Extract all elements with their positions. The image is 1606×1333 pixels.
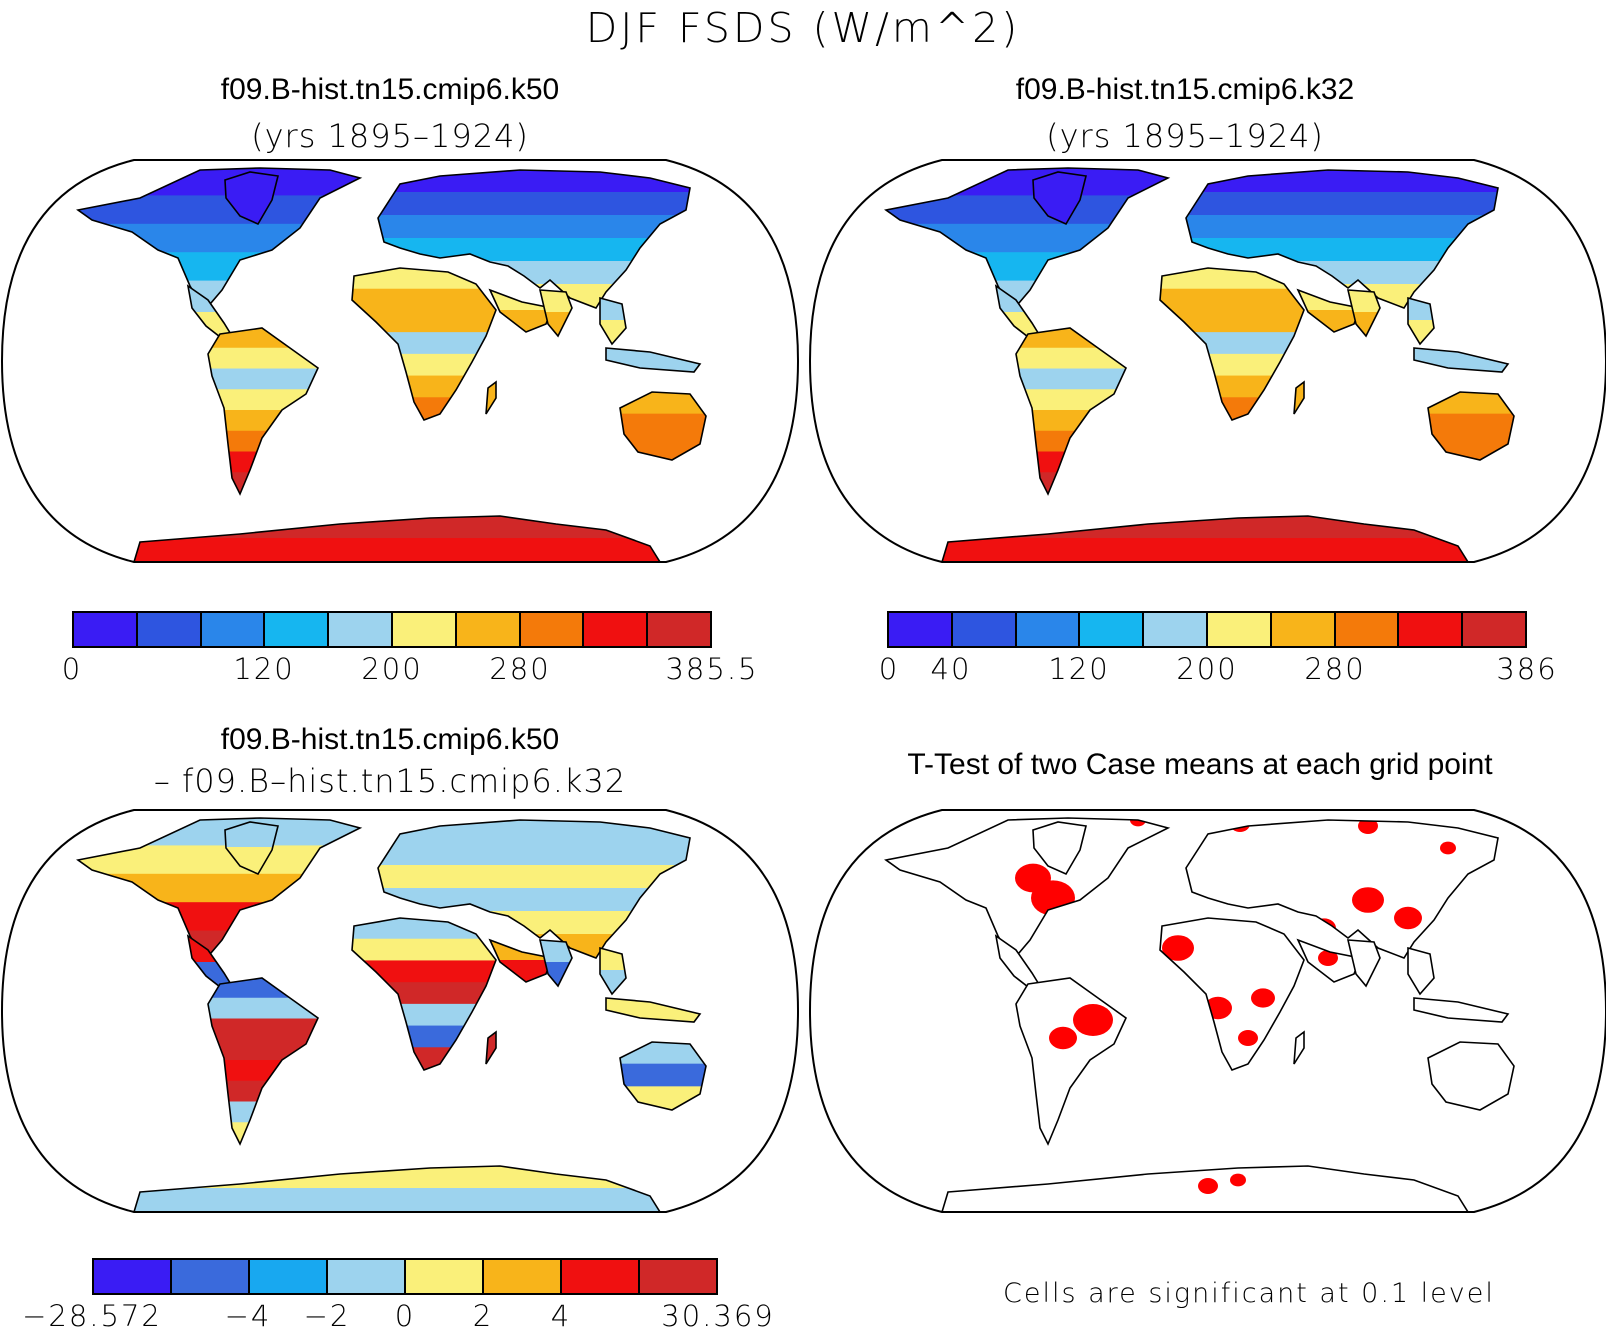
- colorbar-box: [172, 1260, 250, 1293]
- region-seasia: [600, 298, 626, 344]
- region-africa: [352, 268, 496, 420]
- region-seasia: [1408, 298, 1434, 344]
- colorbar-box: [137, 613, 202, 646]
- map-frame: [0, 809, 800, 1213]
- colorbar3-tick: 4: [550, 1299, 572, 1333]
- colorbar-box: [406, 1260, 484, 1293]
- colorbar-difference: [92, 1258, 718, 1295]
- region-africa: [352, 918, 496, 1070]
- colorbar-box: [648, 613, 710, 646]
- colorbar-box: [328, 1260, 406, 1293]
- map-frame: [0, 159, 800, 563]
- map-ttest: [808, 809, 1606, 1213]
- colorbar-box: [562, 1260, 640, 1293]
- colorbar-box: [952, 613, 1017, 646]
- colorbar1-tick: 120: [233, 652, 295, 686]
- panel3-title: f09.B-hist.tn15.cmip6.k50: [220, 723, 560, 756]
- region-samerica: [208, 328, 318, 494]
- colorbar3-tick: −28.572: [22, 1299, 162, 1333]
- colorbar1-tick: 280: [489, 652, 551, 686]
- colorbar2-tick: 120: [1048, 652, 1110, 686]
- colorbar-box: [456, 613, 521, 646]
- colorbar-box: [74, 613, 138, 646]
- region-antarctica: [942, 516, 1468, 562]
- figure-title: DJF FSDS (W/m^2): [585, 4, 1021, 52]
- region-madagascar: [486, 382, 496, 414]
- panel1-subtitle: (yrs 1895–1924): [251, 117, 529, 155]
- colorbar-box: [484, 1260, 562, 1293]
- colorbar-box: [1399, 613, 1464, 646]
- colorbar-box: [1271, 613, 1336, 646]
- colorbar-box: [640, 1260, 716, 1293]
- region-namerica: [886, 168, 1168, 310]
- region-madagascar: [1294, 1032, 1304, 1064]
- colorbar2-tick: 40: [930, 652, 972, 686]
- colorbar-box: [1016, 613, 1081, 646]
- colorbar-box: [94, 1260, 172, 1293]
- colorbar3-tick: 2: [472, 1299, 494, 1333]
- colorbar2-tick: 200: [1176, 652, 1238, 686]
- region-madagascar: [486, 1032, 496, 1064]
- colorbar-box: [201, 613, 266, 646]
- colorbar-box: [250, 1260, 328, 1293]
- colorbar1-tick: 385.5: [665, 652, 759, 686]
- colorbar3-tick: −2: [303, 1299, 351, 1333]
- region-seasia: [600, 948, 626, 994]
- colorbar-box: [1207, 613, 1272, 646]
- region-namerica: [78, 818, 360, 960]
- region-africa: [1160, 918, 1304, 1070]
- region-namerica: [78, 168, 360, 310]
- colorbar-box: [392, 613, 457, 646]
- colorbar-box: [1144, 613, 1208, 646]
- region-seasia: [1408, 948, 1434, 994]
- panel4-title: T-Test of two Case means at each grid po…: [907, 748, 1493, 781]
- colorbar1-tick: 200: [361, 652, 423, 686]
- panel1-title: f09.B-hist.tn15.cmip6.k50: [220, 73, 560, 106]
- map-case2: [808, 159, 1606, 563]
- region-samerica: [1016, 978, 1126, 1144]
- panel2-title: f09.B-hist.tn15.cmip6.k32: [1015, 73, 1355, 106]
- colorbar-case1: [72, 611, 712, 648]
- region-madagascar: [1294, 382, 1304, 414]
- region-africa: [1160, 268, 1304, 420]
- colorbar3-tick: −4: [224, 1299, 272, 1333]
- significance-note: Cells are significant at 0.1 level: [1003, 1278, 1495, 1309]
- region-antarctica: [942, 1166, 1468, 1212]
- colorbar-box: [329, 613, 393, 646]
- colorbar-box: [584, 613, 649, 646]
- panel2-subtitle: (yrs 1895–1924): [1046, 117, 1324, 155]
- map-frame: [808, 159, 1606, 563]
- colorbar2-tick: 0: [878, 652, 900, 686]
- map-difference: [0, 809, 800, 1213]
- colorbar-box: [1463, 613, 1525, 646]
- colorbar2-tick: 280: [1304, 652, 1366, 686]
- colorbar-box: [1080, 613, 1145, 646]
- colorbar3-tick: 30.369: [661, 1299, 775, 1333]
- colorbar1-tick: 0: [61, 652, 83, 686]
- colorbar-box: [265, 613, 330, 646]
- region-samerica: [1016, 328, 1126, 494]
- map-case1: [0, 159, 800, 563]
- region-samerica: [208, 978, 318, 1144]
- region-antarctica: [134, 516, 660, 562]
- colorbar3-tick: 0: [394, 1299, 416, 1333]
- region-indonesia: [1414, 998, 1508, 1022]
- panel3-subtitle: – f09.B–hist.tn15.cmip6.k32: [153, 762, 627, 800]
- colorbar-case2: [887, 611, 1527, 648]
- map-frame: [808, 809, 1606, 1213]
- colorbar-box: [889, 613, 953, 646]
- colorbar-box: [1335, 613, 1400, 646]
- colorbar2-tick: 386: [1496, 652, 1558, 686]
- region-antarctica: [134, 1166, 660, 1212]
- colorbar-box: [520, 613, 585, 646]
